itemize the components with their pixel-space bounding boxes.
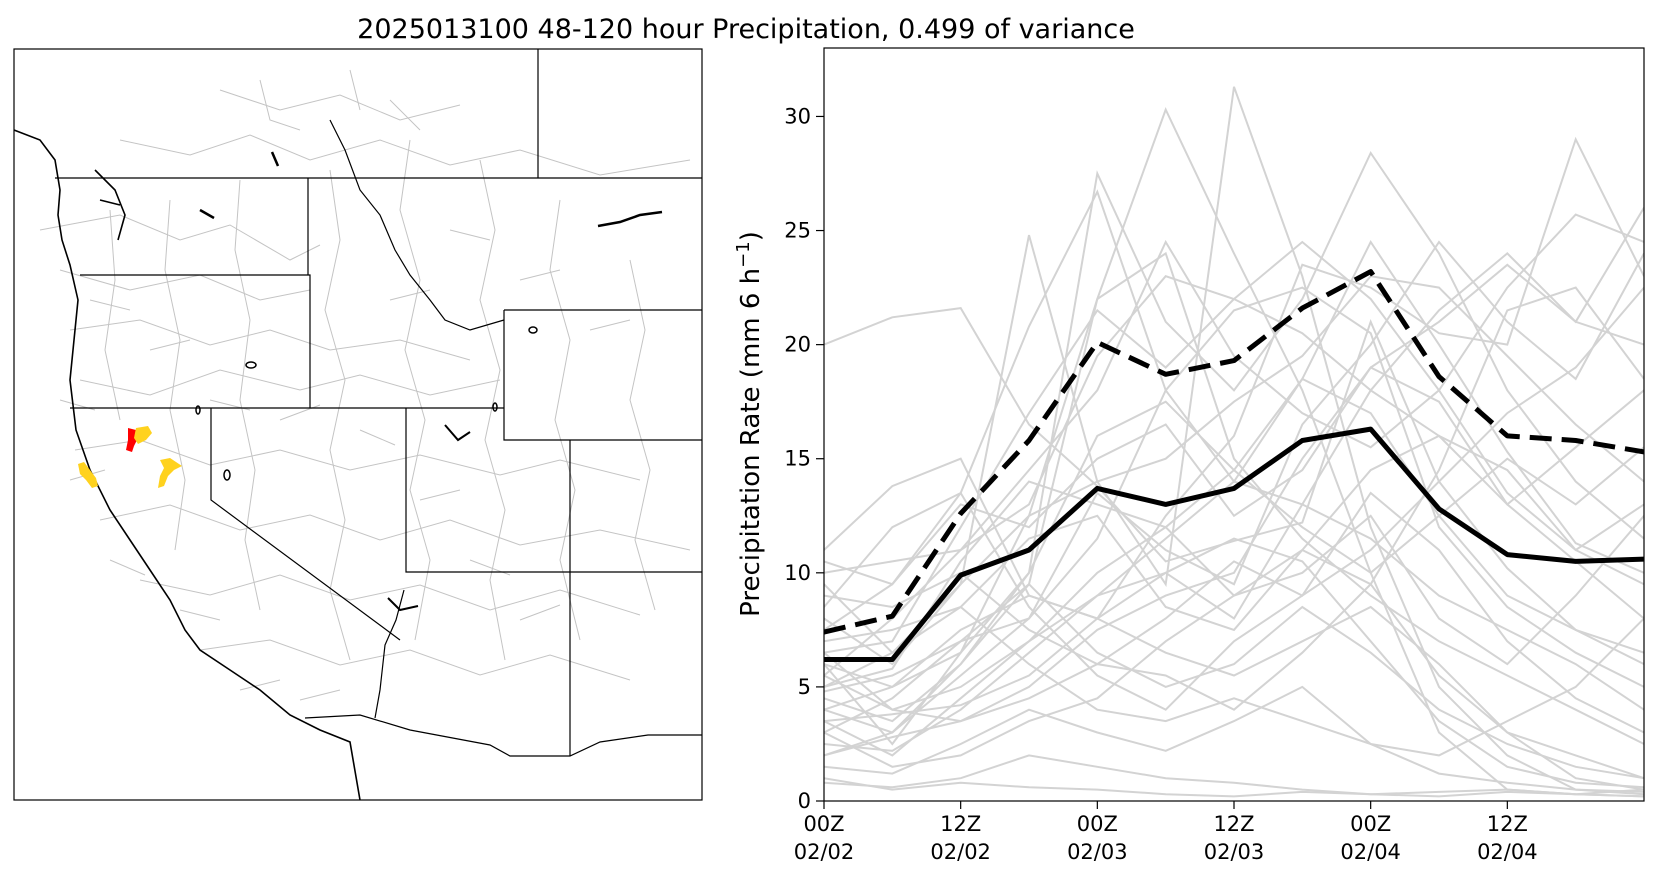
summary-lines	[824, 269, 1644, 662]
x-axis: 00Z 02/02 12Z 02/02 00Z 02/03 12Z 02/03 00Z 02/04…	[794, 801, 1538, 864]
ensemble-member-line	[824, 207, 1644, 631]
x-tick-label-date: 02/03	[1204, 840, 1265, 864]
figure-title: 2025013100 48-120 hour Precipitation, 0.…	[357, 14, 1135, 45]
basin-boundaries	[39, 69, 691, 701]
map-frame	[13, 48, 703, 801]
x-tick-label-date: 02/02	[930, 840, 991, 864]
x-tick-label-date: 02/02	[794, 840, 855, 864]
mean-plus-spread-line	[824, 269, 1644, 635]
ensemble-member-line	[824, 275, 1644, 688]
ensemble-member-line	[824, 377, 1644, 688]
x-tick-label-time: 12Z	[1487, 812, 1528, 836]
ensemble-member-line	[824, 307, 1644, 665]
ensemble-member-line	[824, 286, 1644, 757]
ensemble-member-line	[824, 286, 1644, 711]
y-axis: 0 5 10 15 20 25 30	[784, 104, 824, 813]
y-axis-label: Precipitation Rate (mm 6 h−1)	[733, 231, 766, 617]
ensemble-member-line	[824, 605, 1644, 757]
ensemble-member-line	[824, 777, 1644, 798]
ensemble-member-line	[824, 240, 1644, 654]
y-tick-label: 5	[798, 675, 811, 699]
x-tick-label-time: 12Z	[1213, 812, 1254, 836]
precip-chart: 0 5 10 15 20 25 30 00Z 02/02 12Z 02/02 00Z 02/03 12Z…	[733, 47, 1645, 864]
x-tick-label-date: 02/04	[1477, 840, 1538, 864]
y-tick-label: 20	[784, 333, 811, 357]
state-borders	[55, 49, 702, 757]
coastline	[14, 129, 361, 800]
ensemble-mean-line	[824, 426, 1644, 662]
y-tick-label: 10	[784, 561, 811, 585]
ensemble-member-line	[824, 252, 1644, 711]
basin-highlight-yellow	[158, 458, 182, 488]
y-tick-label: 0	[798, 789, 811, 813]
ensemble-member-line	[824, 548, 1644, 791]
y-tick-label: 30	[784, 104, 811, 128]
ensemble-member-line	[824, 582, 1644, 780]
ensemble-member-line	[824, 240, 1644, 734]
x-tick-label-time: 00Z	[1077, 812, 1118, 836]
x-tick-label-time: 00Z	[803, 812, 844, 836]
x-tick-label-date: 02/04	[1340, 840, 1401, 864]
y-tick-label: 25	[784, 219, 811, 243]
highlighted-basins	[78, 426, 182, 488]
ensemble-member-line	[824, 480, 1644, 752]
basin-highlight-yellow	[78, 462, 98, 488]
x-tick-label-date: 02/03	[1067, 840, 1128, 864]
y-tick-label: 15	[784, 447, 811, 471]
basin-highlight-yellow	[134, 426, 152, 444]
ensemble-member-line	[824, 685, 1644, 793]
ensemble-member-line	[824, 754, 1644, 798]
x-tick-label-time: 12Z	[940, 812, 981, 836]
ensemble-member-line	[824, 537, 1644, 789]
ensemble-member-line	[824, 136, 1644, 711]
ensemble-members	[824, 86, 1644, 798]
ensemble-member-line	[824, 251, 1644, 745]
x-tick-label-time: 00Z	[1350, 812, 1391, 836]
basin-map	[13, 48, 703, 801]
